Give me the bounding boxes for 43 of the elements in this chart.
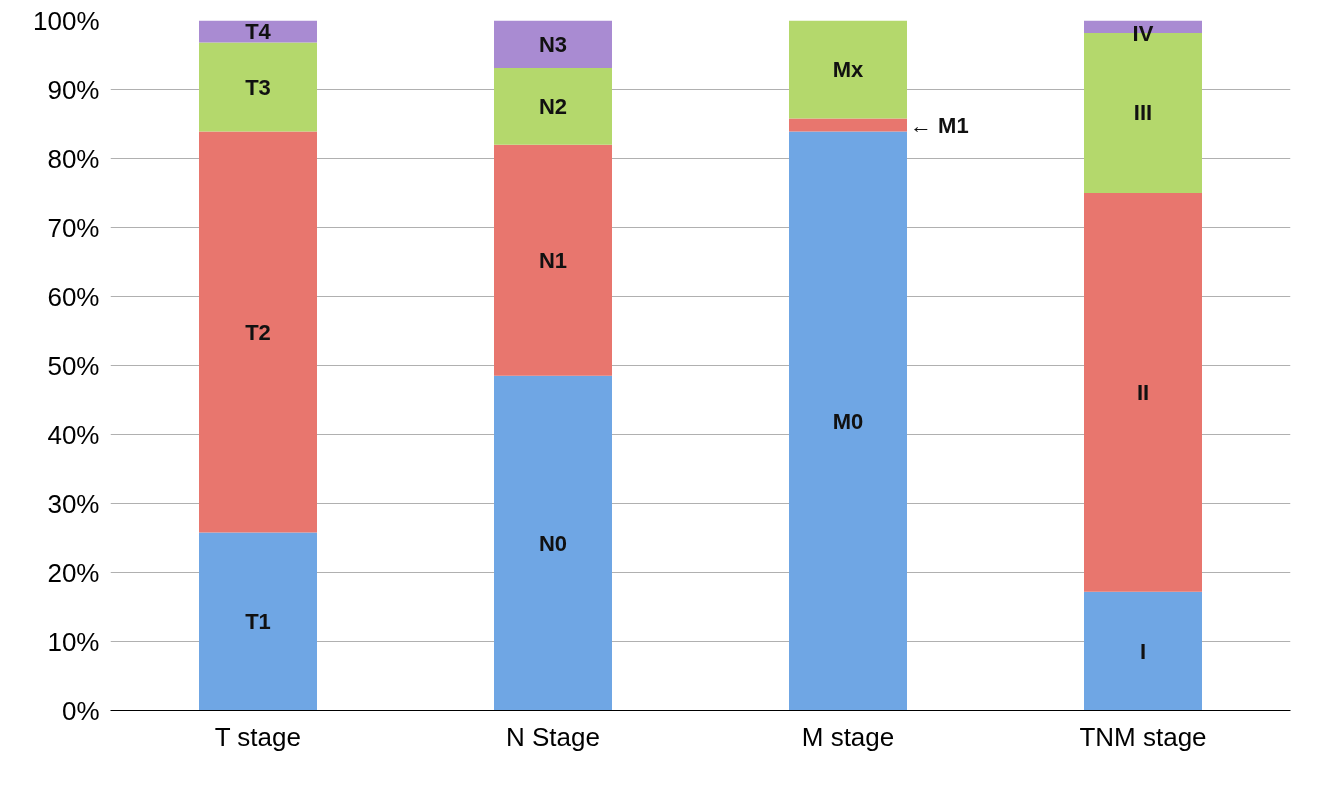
data-label: T2: [245, 319, 271, 345]
x-tick-label: T stage: [214, 721, 301, 752]
bar: [789, 118, 907, 132]
data-label: T4: [245, 19, 272, 45]
data-label: Mx: [832, 56, 865, 82]
bar: [494, 20, 612, 69]
y-tick-label: 70%: [47, 212, 100, 243]
data-label: III: [1133, 100, 1153, 126]
bar: [789, 20, 907, 119]
data-label: N3: [538, 31, 568, 57]
data-label: N2: [538, 93, 568, 119]
x-tick-label: N Stage: [506, 721, 600, 752]
annotation: ← M1: [909, 112, 969, 138]
bar: [1084, 193, 1202, 592]
data-label: N1: [538, 247, 568, 273]
bar: [199, 131, 317, 533]
y-tick-label: 20%: [47, 557, 100, 588]
y-tick-label: 90%: [47, 74, 100, 105]
data-label: T3: [245, 74, 271, 100]
y-tick-label: 30%: [47, 488, 100, 519]
bar: [789, 131, 907, 711]
x-tick-label: TNM stage: [1079, 721, 1207, 752]
y-tick-label: 100%: [33, 5, 100, 36]
bar: [494, 375, 612, 711]
y-tick-label: 40%: [47, 419, 100, 450]
data-label: IV: [1132, 20, 1154, 46]
data-label: N0: [538, 530, 568, 556]
bar: [494, 68, 612, 145]
data-label: M0: [832, 408, 864, 434]
y-tick-label: 10%: [47, 626, 100, 657]
bar: [1084, 591, 1202, 711]
y-tick-label: 0%: [61, 695, 100, 726]
y-tick-label: 50%: [47, 350, 100, 381]
y-tick-label: 60%: [47, 281, 100, 312]
y-tick-label: 80%: [47, 143, 100, 174]
bar: [494, 144, 612, 376]
bar: [199, 532, 317, 711]
bar: [199, 20, 317, 43]
bar: [199, 42, 317, 132]
data-label: II: [1136, 379, 1150, 405]
x-tick-label: M stage: [801, 721, 895, 752]
data-label: T1: [245, 608, 271, 634]
data-label: I: [1139, 638, 1147, 664]
